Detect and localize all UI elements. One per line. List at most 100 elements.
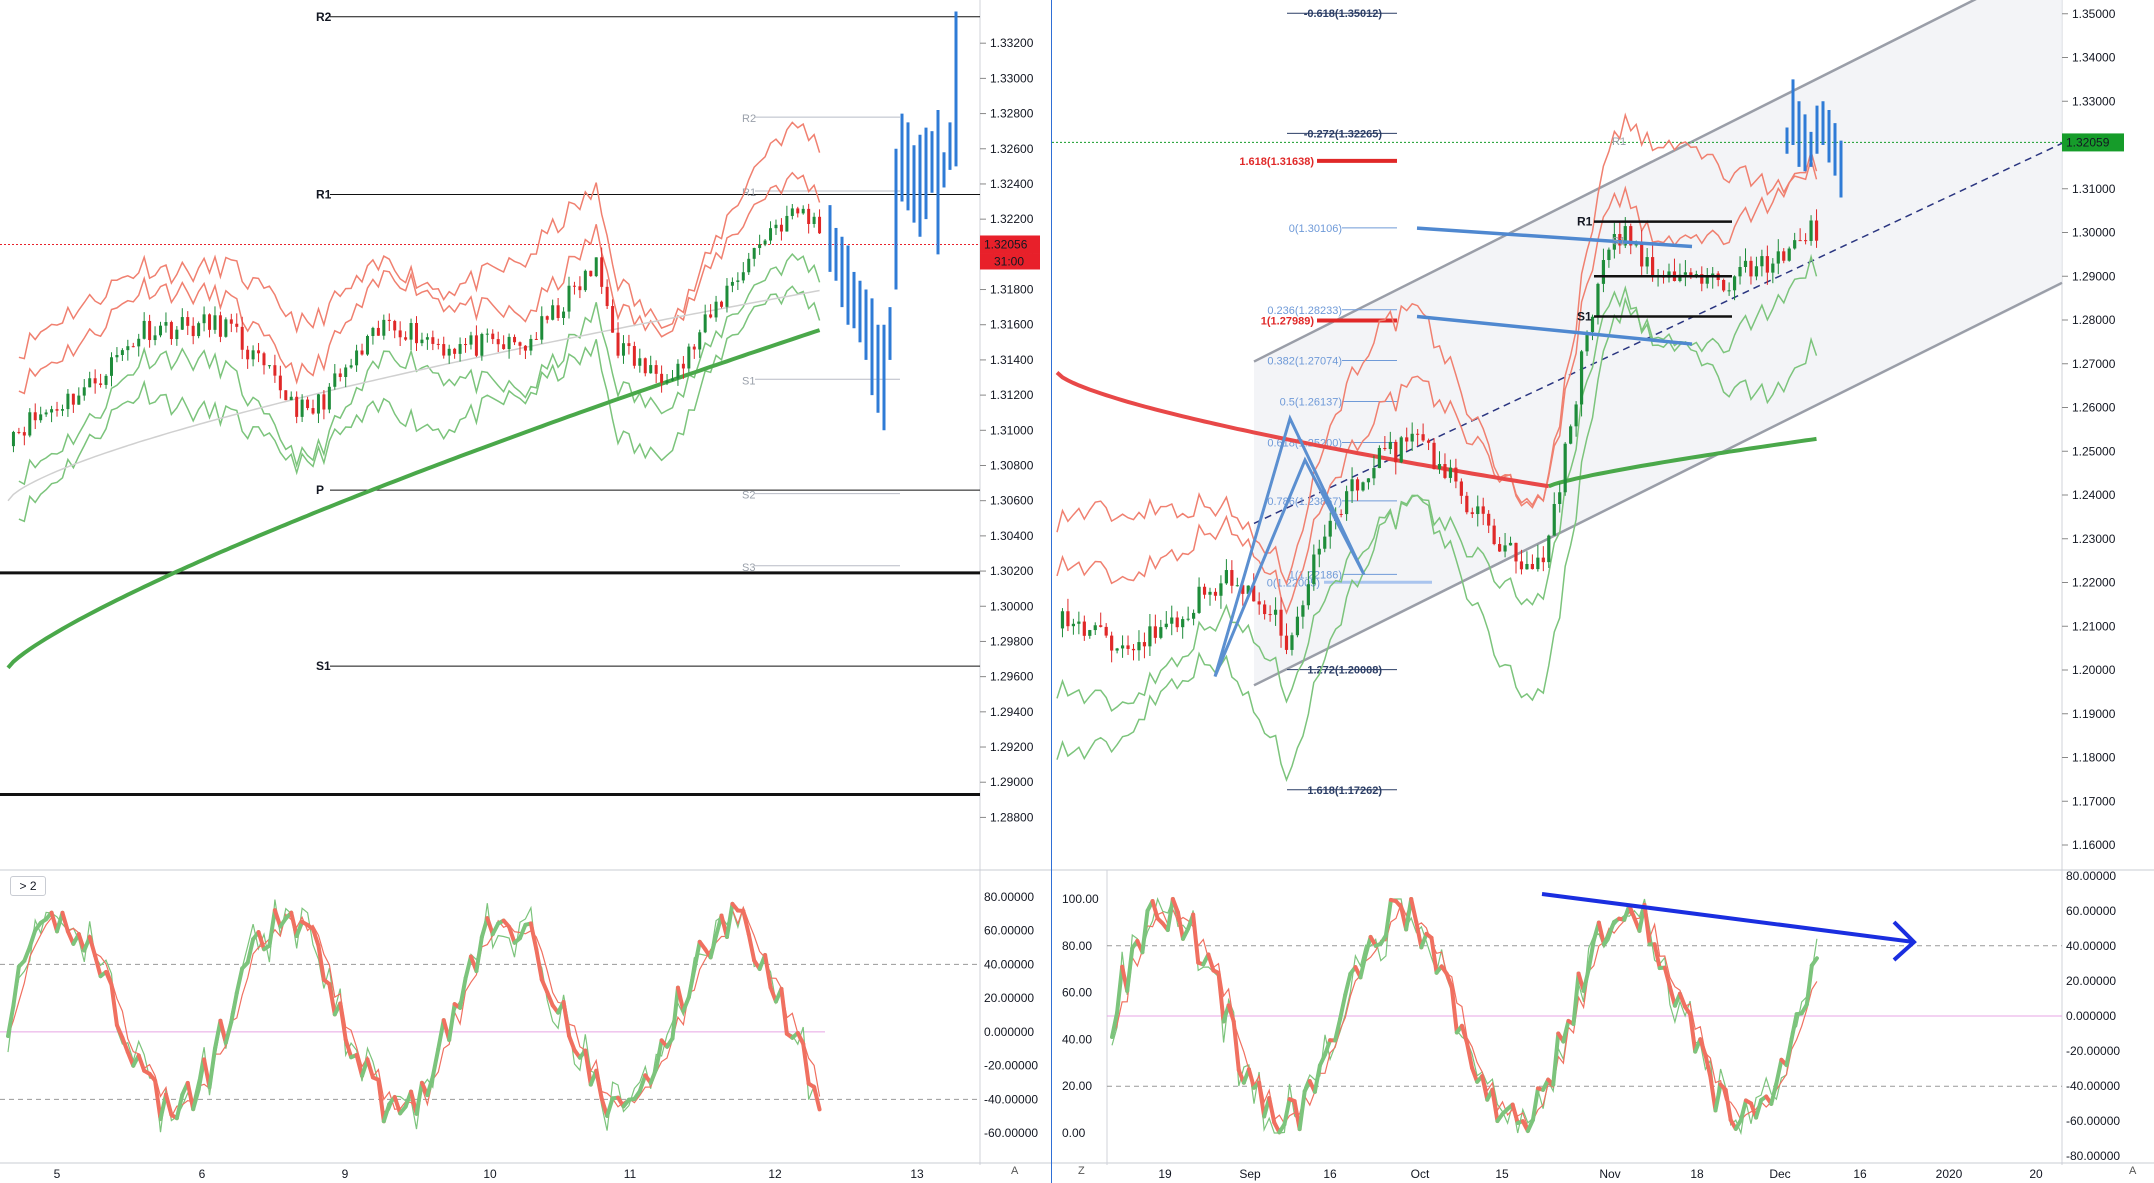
channel-line <box>1253 281 2063 687</box>
candle-body <box>153 335 157 341</box>
time-axis-label: 13 <box>910 1167 924 1181</box>
left-chart-canvas[interactable]: 1.33200 1.33000 1.32800 1.32600 1.32400 1.322… <box>0 0 1052 1183</box>
flag-upper-line <box>1416 226 1693 249</box>
oscillator-main-segment <box>1383 897 1393 938</box>
candle-body <box>627 343 631 347</box>
oscillator-main-segment <box>1419 931 1429 950</box>
time-axis-label: 11 <box>624 1167 637 1181</box>
candle-body <box>1776 251 1780 264</box>
candle-body <box>284 390 288 401</box>
candle-body <box>1437 464 1442 470</box>
candle-body <box>458 344 462 354</box>
candle-body <box>1465 495 1469 513</box>
candle-body <box>676 363 680 379</box>
candle-body <box>246 349 250 360</box>
candle-body <box>502 344 506 350</box>
candle-body <box>779 224 783 232</box>
auto-scale-button-right[interactable]: A <box>2129 1165 2137 1177</box>
candle-body <box>1301 605 1305 617</box>
slow-moving-average <box>6 328 821 670</box>
candle-body <box>1164 623 1168 628</box>
oscillator-main-segment <box>1607 920 1617 937</box>
candle-body <box>1629 226 1633 246</box>
candle-body <box>17 431 21 433</box>
oscillator-right-tick: 60.00000 <box>2066 904 2116 918</box>
oscillator-left-tick: 60.00 <box>1062 986 1092 1000</box>
oscillator-main-segment <box>741 909 751 937</box>
candle-body <box>491 333 495 340</box>
oscillator-main-segment <box>1571 971 1581 1027</box>
candle-body <box>556 305 560 318</box>
candle-body <box>71 393 75 405</box>
candle-body <box>1099 625 1103 627</box>
candle-body <box>709 314 713 318</box>
oscillator-main-segment <box>648 1067 659 1085</box>
price-tick-label: 1.30000 <box>2072 226 2116 240</box>
ghost-pivot-label: R2 <box>742 113 756 125</box>
oscillator-main-segment <box>567 1033 577 1053</box>
oscillator-main-segment <box>1530 1086 1540 1122</box>
candle-body <box>790 208 794 216</box>
right-chart-canvas[interactable]: 1.350001.340001.330001.320001.310001.300… <box>1052 0 2154 1183</box>
price-tick-label: 1.26000 <box>2072 401 2116 415</box>
oscillator-main-segment <box>528 921 539 952</box>
candle-body <box>1487 513 1491 526</box>
candle-body <box>115 355 119 358</box>
candle-body <box>420 339 424 344</box>
candle-body <box>1640 242 1644 267</box>
oscillator-main-segment <box>1444 971 1454 990</box>
time-axis-label: Oct <box>1411 1167 1430 1181</box>
oscillator-main-segment <box>425 1074 435 1098</box>
time-axis-label: 2020 <box>1936 1167 1963 1181</box>
right-chart-pane[interactable]: 1.350001.340001.330001.320001.310001.300… <box>1052 0 2154 1183</box>
price-tick-label: 1.28000 <box>2072 313 2116 327</box>
candle-body <box>1798 240 1802 242</box>
candle-body <box>1071 623 1075 627</box>
candle-body <box>796 208 800 214</box>
oscillator-main-segment <box>692 939 702 972</box>
oscillator-main-segment <box>114 1023 125 1040</box>
oscillator-main-segment <box>1110 1010 1120 1040</box>
candle-body <box>1492 525 1496 545</box>
candle-body <box>621 343 625 356</box>
candle-body <box>660 373 664 383</box>
oscillator-main-segment <box>1480 1074 1490 1102</box>
candle-body <box>807 208 811 224</box>
candle-body <box>1563 443 1567 493</box>
oscillator-main-segment <box>1738 1098 1748 1123</box>
candle-body <box>1771 263 1775 273</box>
price-tick-label: 1.31000 <box>990 423 1034 437</box>
candle-body <box>605 286 609 307</box>
oscillator-main-segment <box>381 1102 392 1124</box>
oscillator-main-segment <box>1525 1117 1535 1134</box>
candle-body <box>382 319 386 336</box>
left-chart-pane[interactable]: 1.33200 1.33000 1.32800 1.32600 1.32400 1.322… <box>0 0 1052 1183</box>
oscillator-main-segment <box>1769 1081 1779 1106</box>
candle-body <box>1110 635 1114 651</box>
candle-body <box>1241 585 1245 594</box>
timezone-button[interactable]: Z <box>1078 1165 1085 1177</box>
oscillator-main-segment <box>1170 897 1180 915</box>
auto-scale-button[interactable]: A <box>1011 1165 1019 1177</box>
collapse-oscillator-button[interactable]: > 2 <box>10 876 46 896</box>
price-tick-label: 1.25000 <box>2072 444 2116 458</box>
lower-band-outer <box>1056 296 1818 782</box>
oscillator-main-segment <box>245 937 256 965</box>
time-axis-label: 19 <box>1158 1167 1172 1181</box>
candle-body <box>1257 601 1261 605</box>
oscillator-main-segment <box>1297 1089 1307 1132</box>
oscillator-main-segment <box>27 928 38 949</box>
oscillator-main-segment <box>1774 1057 1784 1086</box>
candle-body <box>589 270 593 277</box>
oscillator-main-segment <box>1125 946 1135 993</box>
oscillator-main-segment <box>801 1041 811 1086</box>
oscillator-main-segment <box>681 995 691 1013</box>
candle-body <box>1651 257 1655 278</box>
time-axis-label: 12 <box>768 1167 782 1181</box>
candle-body <box>186 317 190 326</box>
oscillator-left-tick: 20.00 <box>1062 1079 1092 1093</box>
candle-body <box>442 344 446 356</box>
upper-band-outer <box>1056 112 1818 586</box>
oscillator-main-segment <box>1667 984 1677 1008</box>
candle-body <box>371 327 375 337</box>
